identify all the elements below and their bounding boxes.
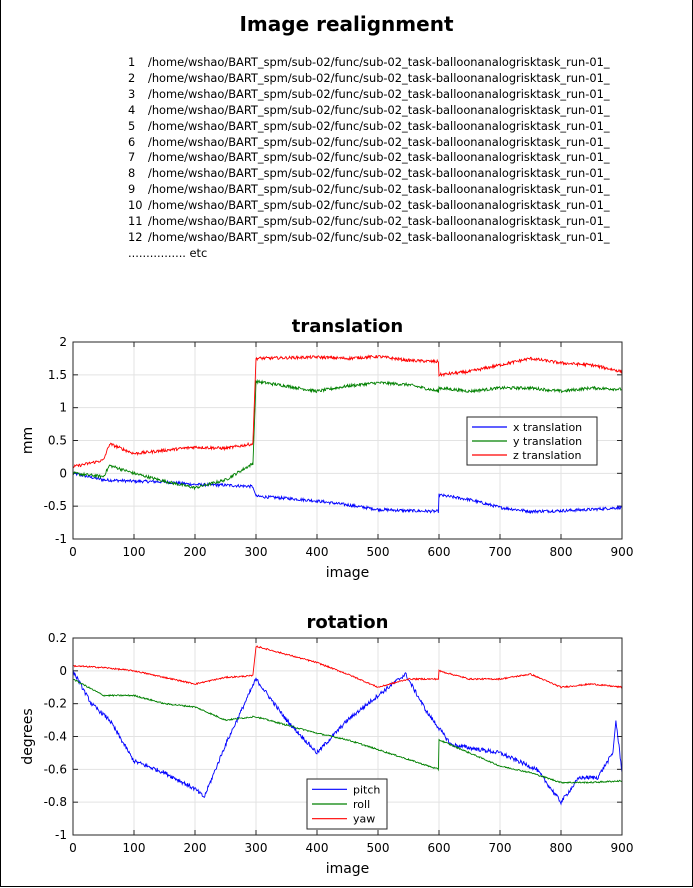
file-path: /home/wshao/BART_spm/sub-02/func/sub-02_…	[148, 229, 610, 244]
y-tick-label: 0.5	[48, 434, 67, 448]
series-line-pitch	[72, 669, 623, 806]
file-path: /home/wshao/BART_spm/sub-02/func/sub-02_…	[148, 70, 610, 85]
file-number: 1	[128, 55, 136, 69]
file-number: 10	[128, 198, 143, 213]
file-list-item: 8/home/wshao/BART_spm/sub-02/func/sub-02…	[128, 166, 693, 182]
legend-label: pitch	[353, 783, 380, 796]
x-tick-label: 100	[123, 545, 146, 559]
series-line-roll	[73, 679, 623, 784]
x-tick-label: 100	[123, 841, 146, 855]
series-line-z-translation	[72, 354, 623, 469]
series-line-y-translation	[72, 378, 623, 491]
y-tick-label: 0.2	[48, 631, 67, 645]
x-tick-label: 900	[611, 841, 634, 855]
file-list-item: 6/home/wshao/BART_spm/sub-02/func/sub-02…	[128, 135, 693, 151]
file-path: /home/wshao/BART_spm/sub-02/func/sub-02_…	[148, 198, 610, 213]
file-number: 6	[128, 134, 136, 149]
y-tick-label: 1.5	[48, 368, 67, 382]
y-axis-label: degrees	[20, 708, 36, 764]
file-path: /home/wshao/BART_spm/sub-02/func/sub-02_…	[148, 55, 610, 69]
file-list-item: 7/home/wshao/BART_spm/sub-02/func/sub-02…	[128, 150, 693, 166]
x-tick-label: 200	[184, 841, 207, 855]
chart-title: translation	[292, 316, 403, 337]
x-tick-label: 800	[550, 841, 573, 855]
y-tick-label: 0	[59, 664, 67, 678]
file-list-item: 10/home/wshao/BART_spm/sub-02/func/sub-0…	[128, 198, 693, 214]
x-tick-label: 300	[245, 841, 268, 855]
axes-box	[72, 637, 623, 836]
file-list-item: 4/home/wshao/BART_spm/sub-02/func/sub-02…	[128, 103, 693, 119]
y-tick-label: 1	[59, 401, 67, 415]
series-line-yaw	[72, 645, 623, 689]
file-number: 4	[128, 102, 136, 117]
x-tick-label: 0	[69, 841, 77, 855]
file-list-item: 9/home/wshao/BART_spm/sub-02/func/sub-02…	[128, 182, 693, 198]
file-path: /home/wshao/BART_spm/sub-02/func/sub-02_…	[148, 166, 610, 181]
x-axis-label: image	[326, 861, 370, 877]
file-number: 12	[128, 229, 143, 244]
legend-box	[466, 416, 598, 466]
y-tick-label: -0.6	[44, 762, 67, 776]
x-tick-label: 700	[489, 545, 512, 559]
file-list-item: 11/home/wshao/BART_spm/sub-02/func/sub-0…	[128, 214, 693, 230]
x-tick-label: 300	[245, 545, 268, 559]
x-tick-label: 500	[367, 841, 390, 855]
file-list-item: 5/home/wshao/BART_spm/sub-02/func/sub-02…	[128, 119, 693, 135]
y-tick-label: 2	[59, 335, 67, 349]
x-tick-label: 400	[306, 841, 329, 855]
legend: pitch roll yaw	[306, 778, 388, 830]
y-tick-label: 0	[59, 466, 67, 480]
file-number: 9	[128, 182, 136, 197]
y-tick-label: -0.8	[44, 795, 67, 809]
x-tick-label: 800	[550, 545, 573, 559]
file-path: /home/wshao/BART_spm/sub-02/func/sub-02_…	[148, 118, 610, 133]
x-tick-label: 500	[367, 545, 390, 559]
file-path: /home/wshao/BART_spm/sub-02/func/sub-02_…	[148, 150, 610, 165]
file-list-item: 1/home/wshao/BART_spm/sub-02/func/sub-02…	[128, 55, 693, 71]
x-tick-label: 600	[428, 545, 451, 559]
chart-rotation: 0 100 200 300 400 500 600 700 800 900 0.2 0 -0.2 -0.4…	[20, 612, 633, 877]
file-number: 2	[128, 70, 136, 85]
file-number: 3	[128, 86, 136, 101]
y-tick-label: -0.2	[44, 697, 67, 711]
file-number: 5	[128, 118, 136, 133]
y-tick-label: -1	[55, 532, 67, 546]
x-tick-label: 400	[306, 545, 329, 559]
file-path: /home/wshao/BART_spm/sub-02/func/sub-02_…	[148, 102, 610, 117]
legend-label: yaw	[353, 813, 375, 826]
legend-label: roll	[353, 798, 370, 811]
x-tick-label: 700	[489, 841, 512, 855]
legend-label: x translation	[513, 421, 582, 434]
y-tick-label: -0.5	[44, 499, 67, 513]
x-tick-label: 200	[184, 545, 207, 559]
chart-title: rotation	[307, 612, 389, 633]
file-list-etc: ................ etc	[128, 245, 208, 260]
y-tick-label: -1	[55, 828, 67, 842]
x-tick-label: 0	[69, 545, 77, 559]
figure-title: Image realignment	[239, 12, 454, 36]
file-list-item: 3/home/wshao/BART_spm/sub-02/func/sub-02…	[128, 87, 693, 103]
file-number: 11	[128, 214, 143, 229]
y-tick-label: -0.4	[44, 730, 67, 744]
file-path: /home/wshao/BART_spm/sub-02/func/sub-02_…	[148, 134, 610, 149]
file-path: /home/wshao/BART_spm/sub-02/func/sub-02_…	[148, 86, 610, 101]
file-path: /home/wshao/BART_spm/sub-02/func/sub-02_…	[148, 182, 610, 197]
file-number: 7	[128, 150, 136, 165]
legend-label: z translation	[513, 449, 581, 462]
file-number: 8	[128, 166, 136, 181]
x-tick-label: 900	[611, 545, 634, 559]
axes-box	[72, 341, 623, 540]
file-list: 1/home/wshao/BART_spm/sub-02/func/sub-02…	[128, 55, 693, 262]
y-axis-label: mm	[20, 427, 36, 454]
file-path: /home/wshao/BART_spm/sub-02/func/sub-02_…	[148, 214, 610, 229]
legend-label: y translation	[513, 435, 582, 448]
file-list-item: 12/home/wshao/BART_spm/sub-02/func/sub-0…	[128, 230, 693, 246]
chart-translation: 0 100 200 300 400 500 600 700 800 900 2 1.5 1 0.5 0 -0.…	[20, 316, 633, 581]
x-tick-label: 600	[428, 841, 451, 855]
x-axis-label: image	[326, 565, 370, 581]
file-list-item: 2/home/wshao/BART_spm/sub-02/func/sub-02…	[128, 71, 693, 87]
